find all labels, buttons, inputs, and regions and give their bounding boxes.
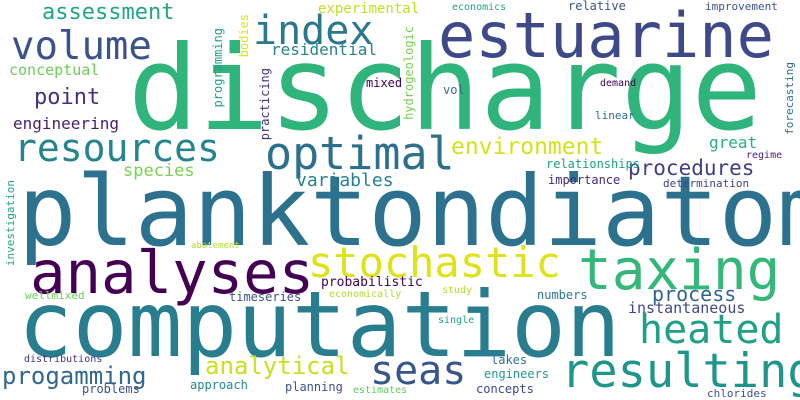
word: engineering [13,114,119,133]
word: index [253,8,374,54]
word: species [123,161,195,181]
word: economically [329,289,402,300]
word: resulting [561,344,800,399]
word: instantaneous [628,299,746,317]
word: forecasting [783,62,796,135]
word: conceptual [9,61,100,79]
word: mixed [366,76,403,90]
word: regime [746,150,783,161]
word: estuarine [438,0,774,72]
word: hydrogeologic [402,26,416,120]
word: optimal [265,127,455,180]
word: demand [600,78,637,89]
word: progamming [2,362,147,390]
word: assessment [42,0,175,25]
word: distributions [24,354,103,365]
word: timeseries [229,290,302,304]
word: probabilistic [321,275,423,290]
word: planning [285,380,343,394]
word: lakes [491,353,528,367]
word: heated [639,307,784,353]
word: abatement [191,241,240,251]
word: approach [190,378,248,392]
word: planktondiatom [18,155,800,268]
word: improvement [705,0,778,13]
word: analyses [30,238,315,307]
word: chlorides [707,387,767,400]
word: relationships [546,157,640,171]
word: vol [443,83,465,97]
word: study [442,285,473,296]
word: wellmixed [25,289,85,302]
word: computation [18,273,621,378]
word: problems [82,382,140,396]
word: variables [296,170,394,191]
word: analytical [205,352,350,380]
word: programming [211,28,225,108]
word: bodies [237,14,251,58]
word: taxing [578,238,781,303]
word: concepts [476,382,534,396]
word: resources [14,126,220,170]
word: seas [370,348,467,394]
word: economics [452,2,507,13]
word: linear [595,109,635,122]
word: volume [11,24,152,69]
word: experimental [318,1,420,17]
word: great [709,133,758,152]
word: determination [663,177,750,190]
word: relative [568,0,626,13]
word: stochastic [308,238,561,287]
word: estimates [353,385,408,396]
word: discharge [128,20,762,157]
word: process [652,282,737,306]
word: environment [451,134,604,160]
word: procedures [628,156,755,180]
word: numbers [537,288,588,302]
word: importance [548,173,621,187]
word: residential [271,40,377,59]
word: point [34,85,101,110]
word: investigation [4,180,17,267]
word: practicing [258,68,272,141]
word: single [438,315,475,326]
word: engineers [484,367,550,381]
